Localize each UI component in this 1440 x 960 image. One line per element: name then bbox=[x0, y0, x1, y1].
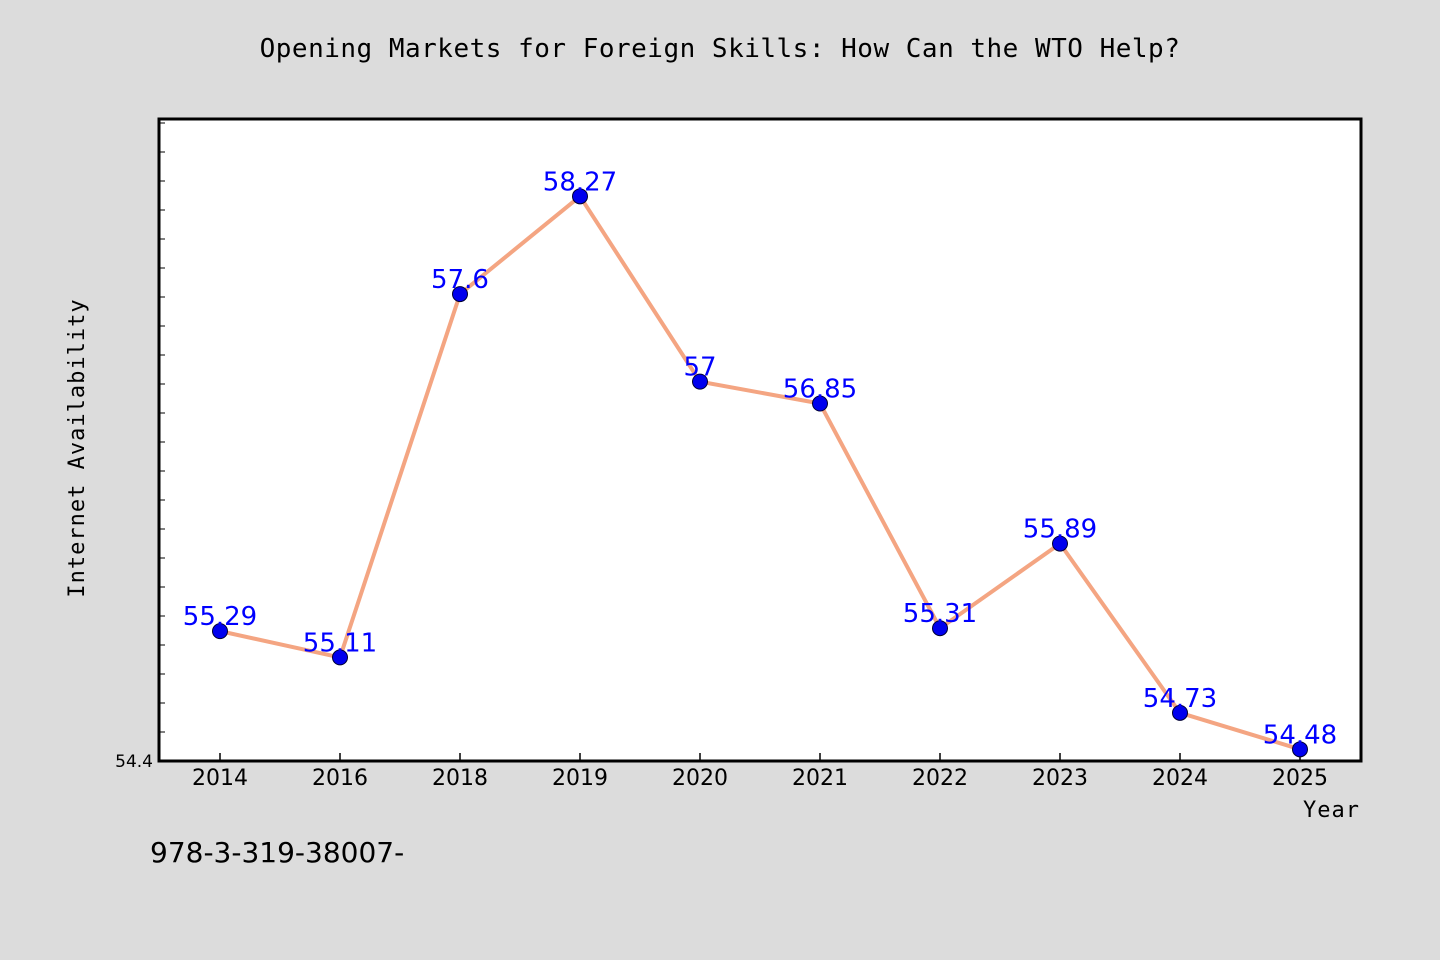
x-axis-label: Year bbox=[1303, 798, 1360, 823]
x-tick-label: 2014 bbox=[192, 766, 248, 791]
x-tick-label: 2019 bbox=[552, 766, 608, 791]
x-tick-label: 2016 bbox=[312, 766, 368, 791]
data-label: 57 bbox=[683, 353, 716, 383]
data-point bbox=[1292, 741, 1308, 758]
chart-title: Opening Markets for Foreign Skills: How … bbox=[259, 34, 1181, 64]
x-tick-label: 2021 bbox=[792, 766, 848, 791]
x-tick-label: 2025 bbox=[1272, 766, 1328, 791]
isbn-footer: 978-3-319-38007- bbox=[150, 836, 405, 869]
plot-area bbox=[157, 117, 1363, 763]
x-axis-ticks: 2014 2016 2018 2019 2020 2021 2022 2023 2024 2025 bbox=[192, 753, 1328, 791]
data-point bbox=[812, 395, 828, 412]
x-tick-label: 2020 bbox=[672, 766, 728, 791]
data-label: 54.73 bbox=[1143, 684, 1217, 714]
y-minor-ticks bbox=[159, 122, 165, 733]
data-point bbox=[1052, 535, 1068, 552]
series-line-group bbox=[212, 188, 1308, 758]
data-labels-group: 55.29 55.11 57.6 58.27 57 56.85 55.31 55.89 54.7… bbox=[183, 167, 1337, 750]
data-label: 58.27 bbox=[543, 167, 617, 197]
data-point bbox=[1172, 704, 1188, 721]
series-line bbox=[219, 194, 1301, 752]
data-point bbox=[212, 623, 228, 640]
y-axis-label: Internet Availability bbox=[65, 298, 90, 597]
data-point bbox=[932, 620, 948, 637]
x-tick-label: 2024 bbox=[1152, 766, 1208, 791]
data-point bbox=[572, 188, 588, 205]
data-point bbox=[692, 373, 708, 390]
x-tick-label: 2023 bbox=[1032, 766, 1088, 791]
y-axis-min-label: 54.4 bbox=[115, 752, 153, 772]
data-point bbox=[452, 286, 468, 303]
data-label: 57.6 bbox=[431, 265, 489, 295]
data-point bbox=[332, 649, 348, 666]
data-label: 56.85 bbox=[783, 375, 857, 405]
x-tick-label: 2018 bbox=[432, 766, 488, 791]
data-label: 54.48 bbox=[1263, 720, 1337, 750]
data-label: 55.31 bbox=[903, 599, 977, 629]
data-label: 55.89 bbox=[1023, 515, 1097, 545]
data-label: 55.11 bbox=[303, 628, 377, 658]
data-label: 55.29 bbox=[183, 602, 257, 632]
x-tick-label: 2022 bbox=[912, 766, 968, 791]
